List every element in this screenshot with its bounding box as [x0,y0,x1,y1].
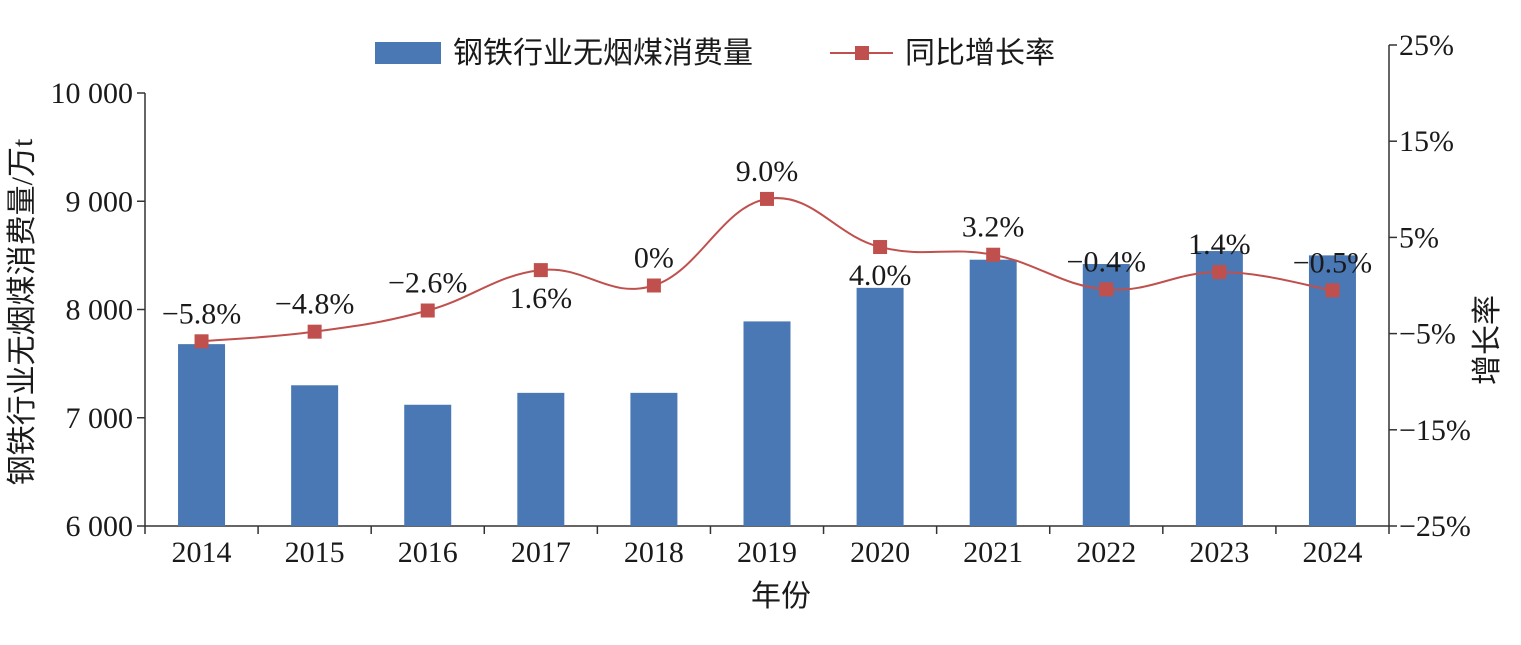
x-tick-label: 2023 [1189,536,1249,569]
growth-label-2018: 0% [634,242,674,275]
growth-marker-2022 [1099,282,1114,297]
left-tick-label: 6 000 [66,510,134,543]
legend-line-label: 同比增长率 [905,37,1055,70]
growth-label-2021: 3.2% [962,211,1025,244]
x-tick-label: 2019 [737,536,797,569]
legend-line-marker [855,46,869,60]
growth-label-2019: 9.0% [736,155,799,188]
bar-series [178,251,1356,527]
bar-2023 [1195,251,1243,527]
growth-data-labels: −5.8% −4.8% −2.6% 1.6% 0% 9.0% 4.0% 3.2% −0.4% 1.… [162,155,1372,330]
growth-marker-2023 [1212,265,1227,280]
left-axis-ticks: 6 000 7 000 8 000 9 000 10 000 [51,77,145,543]
bar-2020 [856,287,904,526]
growth-marker-2017 [533,263,548,278]
growth-marker-2019 [760,191,774,206]
growth-marker-2016 [420,303,435,318]
growth-marker-2020 [873,240,888,255]
bar-2024 [1308,255,1356,526]
right-tick-label: −5% [1399,318,1456,351]
bar-2021 [969,259,1017,526]
x-tick-label: 2024 [1302,536,1362,569]
growth-label-2016: −2.6% [388,267,467,300]
growth-label-2023: 1.4% [1188,228,1251,261]
x-tick-label: 2015 [285,536,345,569]
bar-2019 [743,321,791,526]
legend-bar-label: 钢铁行业无烟煤消费量 [453,37,753,70]
growth-marker-2024 [1325,283,1340,298]
growth-label-2024: −0.5% [1293,246,1372,279]
x-tick-label: 2017 [511,536,571,569]
right-tick-label: 5% [1399,221,1439,254]
x-tick-label: 2022 [1076,536,1136,569]
right-tick-label: −15% [1399,414,1471,447]
left-tick-label: 7 000 [66,402,134,435]
x-tick-label: 2016 [398,536,458,569]
legend-bar-swatch [375,42,441,64]
growth-line-series [194,191,1340,349]
growth-label-2022: −0.4% [1067,245,1146,278]
x-tick-label: 2020 [850,536,910,569]
growth-marker-2021 [986,247,1001,262]
left-tick-label: 10 000 [51,77,134,110]
left-tick-label: 8 000 [66,294,134,327]
bar-2022 [1082,264,1130,526]
growth-marker-2014 [194,334,209,349]
left-tick-label: 9 000 [66,185,134,218]
growth-label-2015: −4.8% [275,288,354,321]
right-axis-ticks: −25% −15% −5% 5% 15% 25% [1389,29,1471,543]
bar-2015 [291,385,339,526]
growth-marker-2018 [646,278,661,293]
growth-line [201,197,1333,343]
bar-2014 [178,344,226,526]
x-axis-ticks: 2014 2015 2016 2017 2018 2019 2020 2021 2022 2023… [144,526,1390,569]
right-tick-label: −25% [1399,510,1471,543]
bar-2018 [630,392,678,526]
x-tick-label: 2018 [624,536,684,569]
right-tick-label: 15% [1399,125,1454,158]
x-axis-title: 年份 [751,580,811,613]
growth-label-2020: 4.0% [849,259,912,292]
bar-2017 [517,392,565,526]
right-axis-title: 增长率 [1471,295,1504,385]
growth-label-2014: −5.8% [162,297,241,330]
right-tick-label: 25% [1399,29,1454,62]
legend: 钢铁行业无烟煤消费量 同比增长率 [375,37,1055,70]
x-tick-label: 2021 [963,536,1023,569]
growth-label-2017: 1.6% [510,282,573,315]
bar-2016 [404,404,452,526]
left-axis-title: 钢铁行业无烟煤消费量/万t [6,138,39,485]
x-tick-label: 2014 [172,536,232,569]
growth-marker-2015 [307,324,322,339]
